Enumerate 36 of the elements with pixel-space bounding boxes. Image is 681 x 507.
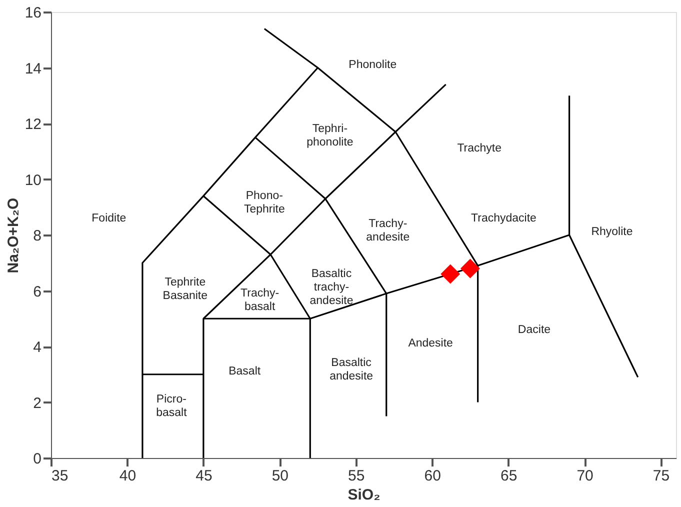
y-tick-label: 2 (33, 394, 42, 412)
y-tick-label: 10 (24, 172, 42, 189)
annotation: Trachyte (457, 142, 502, 155)
x-axis-title: SiO₂ (348, 486, 380, 504)
annotation: Basalt (228, 366, 262, 378)
y-tick-label: 12 (24, 116, 42, 133)
x-tick-label: 45 (196, 468, 212, 484)
y-tick-label: 8 (33, 228, 42, 244)
annotation: Basaltic andesite (330, 357, 374, 383)
y-tick-label: 14 (24, 60, 42, 78)
x-tick-label: 70 (576, 468, 594, 484)
annotation: Trachydacite (471, 212, 536, 224)
annotation: Picro- basalt (156, 393, 188, 419)
x-tick-label: 75 (652, 468, 670, 484)
x-tick-label: 50 (272, 468, 288, 484)
x-tick-label: 40 (119, 468, 136, 484)
y-axis-title: Na₂O+K₂O (4, 197, 22, 274)
annotation: Rhyolite (591, 226, 633, 238)
annotation: Phonolite (348, 58, 397, 71)
annotation: Dacite (518, 324, 551, 336)
y-tick-label: 0 (33, 450, 42, 468)
y-tick-label: 16 (24, 4, 42, 22)
annotation: Foidite (92, 212, 126, 224)
annotation: Tephrite Basanite (162, 276, 208, 302)
annotation: Andesite (408, 338, 453, 350)
y-tick-label: 6 (33, 283, 42, 300)
y-tick-label: 4 (33, 339, 42, 356)
annotation: Tephri- phonolite (306, 123, 354, 149)
annotation: Phono- Tephrite (244, 190, 285, 216)
annotation: Basaltic trachy- andesite (310, 268, 354, 308)
x-tick-label: 65 (500, 468, 518, 484)
annotation: Trachy- andesite (366, 218, 410, 244)
x-tick-label: 55 (348, 468, 365, 484)
x-tick-label: 60 (424, 468, 441, 484)
annotation: Trachy- basalt (240, 288, 280, 314)
x-tick-label: 35 (52, 468, 68, 484)
